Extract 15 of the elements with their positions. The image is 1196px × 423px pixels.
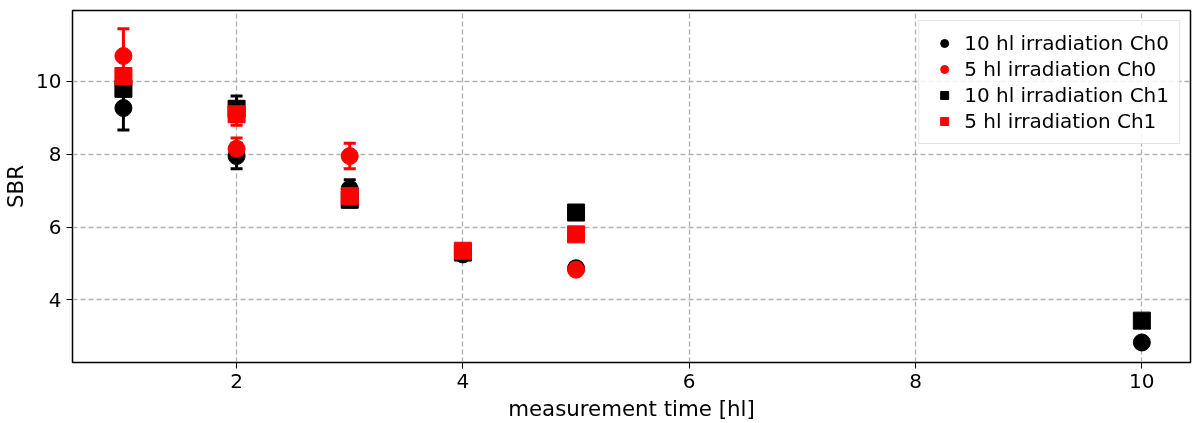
- y-axis-title: SBR: [3, 164, 29, 208]
- x-tick-label: 10: [1129, 368, 1155, 393]
- legend-label: 10 hl irradiation Ch1: [964, 83, 1169, 107]
- x-tick-label: 6: [682, 368, 696, 393]
- y-tick-label: 4: [48, 287, 62, 312]
- x-tick-label: 2: [230, 368, 243, 393]
- y-tick-label: 8: [48, 142, 62, 167]
- legend-label: 5 hl irradiation Ch0: [964, 57, 1157, 81]
- legend-label: 10 hl irradiation Ch0: [964, 31, 1169, 55]
- x-tick-label: 8: [909, 368, 922, 393]
- y-tick-label: 10: [36, 69, 62, 94]
- legend-label: 5 hl irradiation Ch1: [964, 109, 1157, 133]
- y-tick-label: 6: [48, 215, 62, 240]
- x-tick-label: 4: [456, 368, 470, 393]
- x-axis-title: measurement time [hl]: [508, 395, 755, 421]
